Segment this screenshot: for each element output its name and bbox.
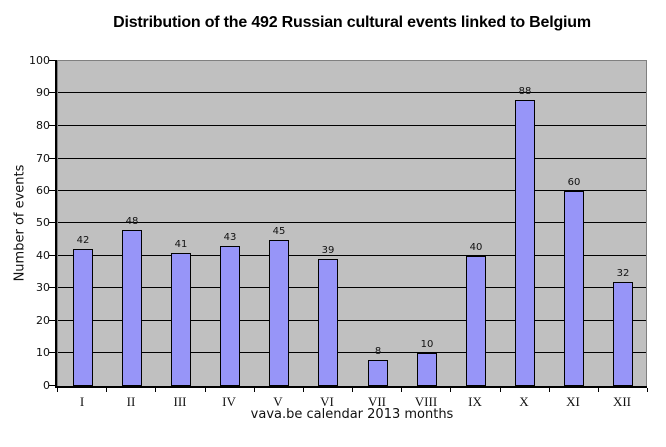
y-tick-label: 20 (36, 314, 50, 327)
y-tick-mark (49, 385, 55, 386)
bar-value-label: 40 (469, 242, 483, 253)
bar (613, 282, 633, 386)
gridline (58, 287, 646, 288)
y-tick-mark (49, 92, 55, 93)
gridline (58, 352, 646, 353)
y-tick-mark (49, 190, 55, 191)
bar-value-label: 41 (174, 239, 188, 250)
bar (417, 353, 437, 386)
x-tick-label: IX (468, 394, 482, 409)
bar-value-label: 45 (272, 226, 286, 237)
y-tick-mark (49, 60, 55, 61)
bar (318, 259, 338, 386)
gridline (58, 125, 646, 126)
gridline (58, 190, 646, 191)
bar (368, 360, 388, 386)
x-tick-mark (401, 388, 402, 392)
bar (564, 191, 584, 386)
bar (269, 240, 289, 386)
y-tick-label: 100 (29, 54, 50, 67)
y-tick-label: 40 (36, 249, 50, 262)
x-tick-mark (254, 388, 255, 392)
x-tick-mark (450, 388, 451, 392)
x-tick-mark (303, 388, 304, 392)
gridline (58, 222, 646, 223)
x-tick-label: X (519, 394, 529, 409)
x-tick-label: IV (222, 394, 236, 409)
y-tick-mark (49, 320, 55, 321)
bar (171, 253, 191, 386)
x-tick-label: VI (320, 394, 334, 409)
x-tick-label: III (173, 394, 187, 409)
y-tick-mark (49, 255, 55, 256)
bar-value-label: 48 (125, 216, 139, 227)
bar-value-label: 39 (321, 245, 335, 256)
gridline (58, 320, 646, 321)
bar-value-label: 32 (616, 268, 630, 279)
x-axis-title: vava.be calendar 2013 months (250, 407, 454, 422)
y-tick-label: 10 (36, 346, 50, 359)
bar-value-label: 43 (223, 232, 237, 243)
x-tick-label: VIII (414, 394, 438, 409)
x-tick-label: XI (566, 394, 580, 409)
bar-value-label: 8 (374, 346, 382, 357)
bar-value-label: 60 (567, 177, 581, 188)
y-tick-mark (49, 125, 55, 126)
plot-area: 42 48 41 43 45 39 8 10 40 88 60 32 (57, 60, 647, 387)
y-tick-label: 70 (36, 152, 50, 165)
x-tick-label: VII (367, 394, 387, 409)
gridline (58, 158, 646, 159)
x-axis-line (55, 386, 647, 388)
bar (122, 230, 142, 386)
y-tick-mark (49, 352, 55, 353)
x-tick-mark (352, 388, 353, 392)
x-tick-mark (598, 388, 599, 392)
bar (515, 100, 535, 386)
x-tick-mark (155, 388, 156, 392)
y-axis-line (55, 60, 57, 388)
bar-value-label: 88 (518, 86, 532, 97)
y-tick-mark (49, 158, 55, 159)
bar-value-label: 10 (420, 339, 434, 350)
y-tick-label: 60 (36, 184, 50, 197)
x-tick-mark (549, 388, 550, 392)
y-tick-label: 50 (36, 216, 50, 229)
bar (73, 249, 93, 386)
y-tick-mark (49, 222, 55, 223)
x-tick-mark (205, 388, 206, 392)
y-tick-mark (49, 287, 55, 288)
y-tick-label: 80 (36, 119, 50, 132)
chart-title: Distribution of the 492 Russian cultural… (113, 14, 591, 31)
x-tick-mark (647, 388, 648, 392)
x-tick-label: II (126, 394, 136, 409)
y-tick-label: 0 (43, 379, 50, 392)
bar (220, 246, 240, 386)
gridline (58, 92, 646, 93)
x-tick-mark (106, 388, 107, 392)
x-tick-label: I (79, 394, 85, 409)
bar-value-label: 42 (76, 235, 90, 246)
x-tick-mark (500, 388, 501, 392)
gridline (58, 255, 646, 256)
y-tick-label: 30 (36, 281, 50, 294)
x-tick-mark (57, 388, 58, 392)
x-tick-label: XII (612, 394, 632, 409)
x-tick-label: V (273, 394, 283, 409)
y-tick-label: 90 (36, 86, 50, 99)
bar (466, 256, 486, 386)
